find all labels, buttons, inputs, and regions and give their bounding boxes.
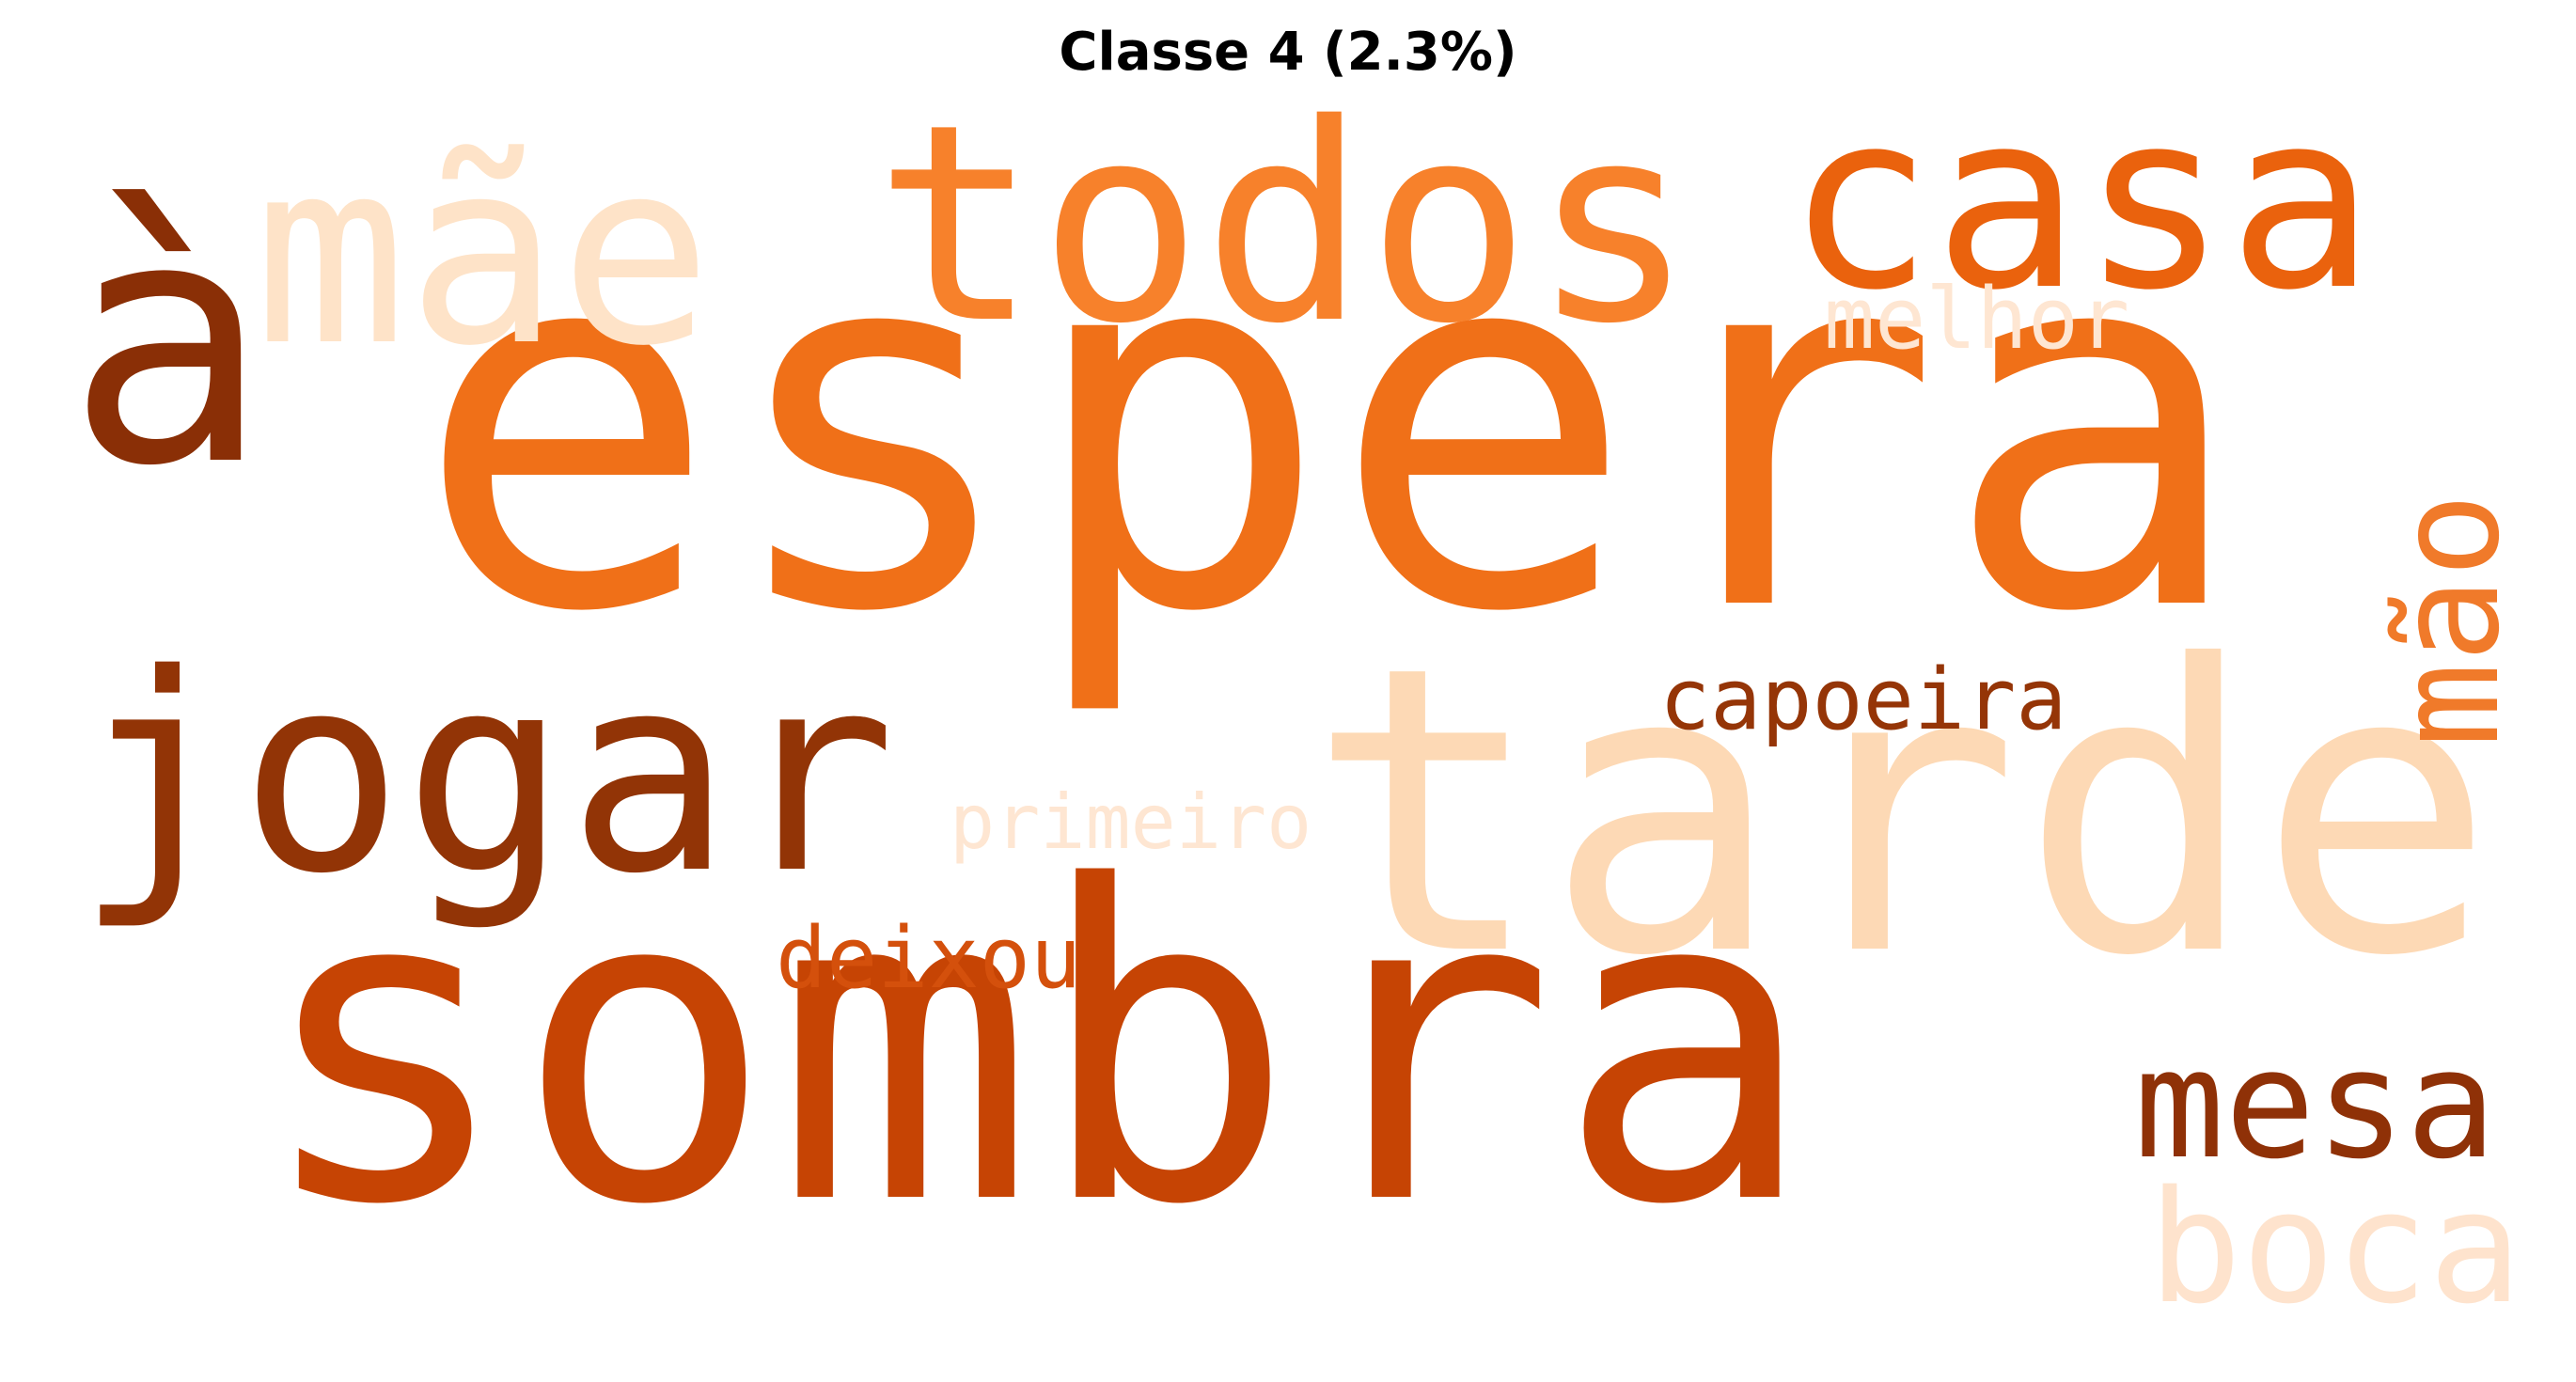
- word-sombra: sombra: [254, 796, 1816, 1299]
- word-a: à: [66, 146, 270, 540]
- word-mae: mãe: [254, 105, 713, 401]
- word-mesa: mesa: [2134, 1016, 2497, 1192]
- word-melhor: melhor: [1824, 270, 2130, 369]
- word-jogar: jogar: [75, 617, 896, 934]
- word-mao: mão: [2367, 493, 2531, 747]
- chart-title: Classe 4 (2.3%): [1059, 22, 1517, 83]
- word-espera: espera: [414, 133, 2248, 723]
- word-tarde: tarde: [1307, 583, 2496, 1043]
- word-primeiro: primeiro: [950, 778, 1312, 866]
- word-boca: boca: [2148, 1157, 2522, 1338]
- word-deixou: deixou: [776, 909, 1082, 1008]
- word-todos: todos: [874, 67, 1695, 384]
- word-casa: casa: [1786, 60, 2376, 344]
- word-cloud: à espera sombra tarde todos jogar mãe ca…: [66, 67, 2531, 1358]
- word-capoeira: capoeira: [1659, 651, 2067, 749]
